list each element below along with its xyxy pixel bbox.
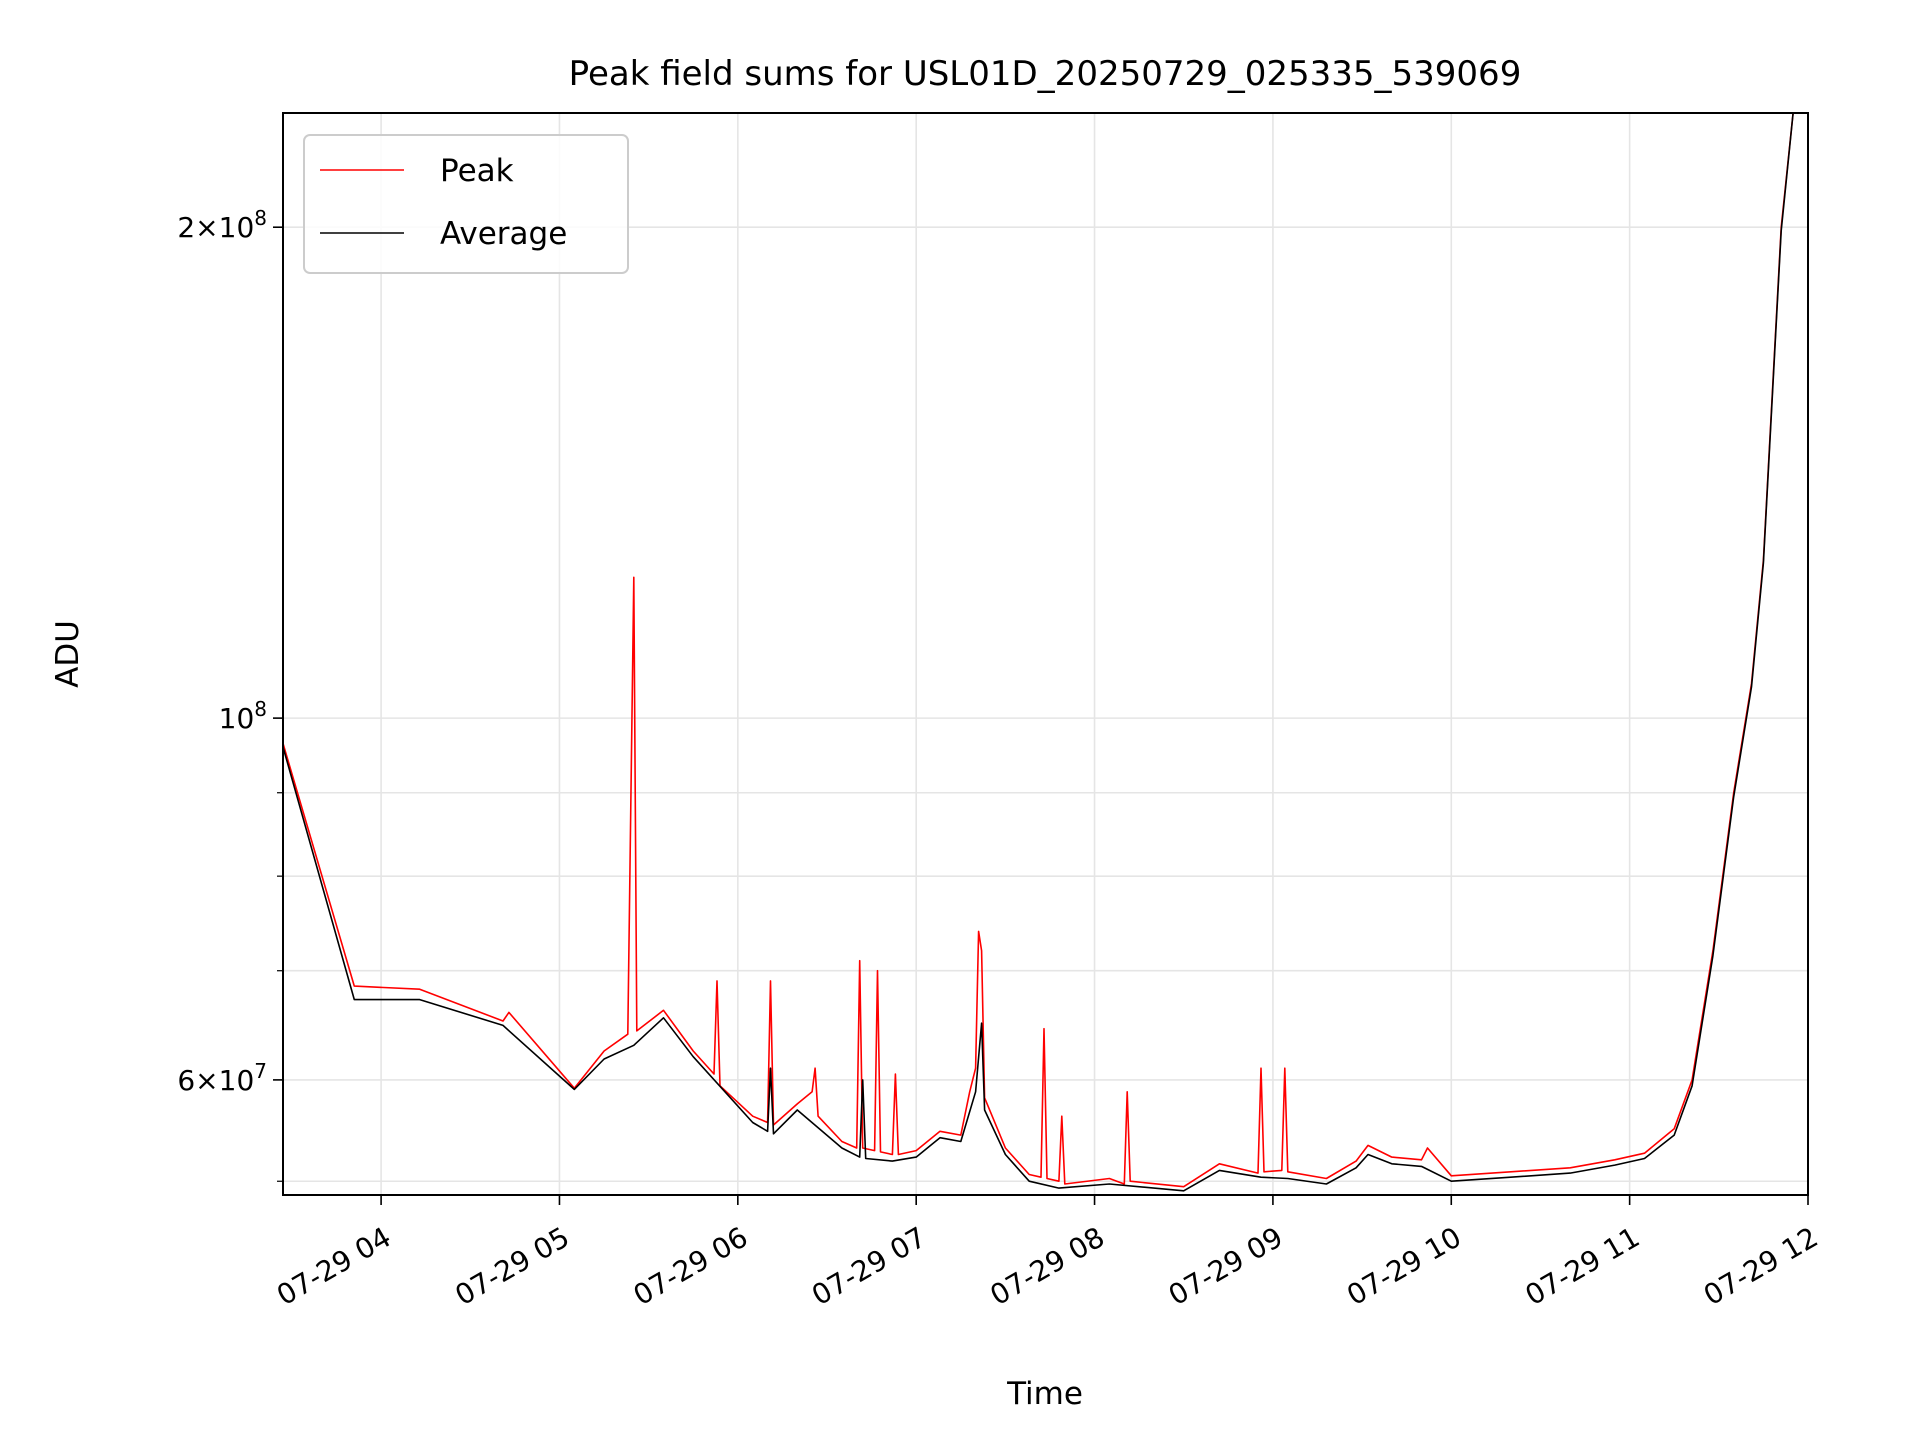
legend-label-peak: Peak — [440, 153, 514, 189]
chart-title: Peak field sums for USL01D_20250729_0253… — [569, 54, 1522, 94]
series-line-peak — [283, 113, 1794, 1188]
legend: Peak Average — [303, 134, 629, 274]
y-axis: 2×108 108 6×107 — [177, 206, 283, 1182]
x-axis-label: Time — [1006, 1376, 1083, 1412]
y-tick-label: 6×107 — [177, 1059, 267, 1097]
y-tick-label: 108 — [219, 697, 267, 735]
y-axis-label: ADU — [50, 620, 86, 688]
plot-frame — [282, 112, 1809, 1196]
y-tick-label: 2×108 — [177, 206, 267, 244]
legend-label-average: Average — [440, 216, 567, 252]
series-group — [283, 113, 1794, 1192]
grid — [283, 113, 1808, 1195]
series-line-average — [283, 113, 1794, 1192]
